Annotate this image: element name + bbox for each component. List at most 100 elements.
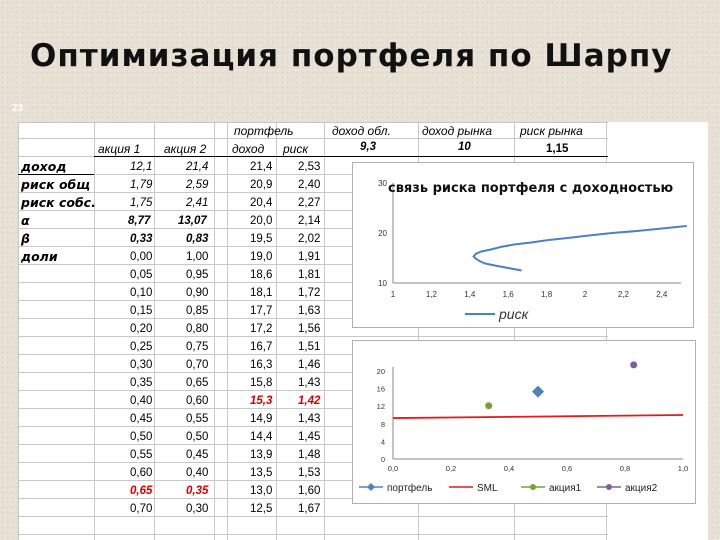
share-stock1: 0,05	[130, 269, 153, 281]
spreadsheet: портфель доход обл. доход рынка риск рын…	[18, 122, 708, 540]
portfolio-income: 12,5	[250, 503, 273, 515]
x-tick-label: 2,4	[656, 290, 668, 299]
stat-stock2-own-risk: 2,41	[186, 197, 209, 209]
x-tick-label: 1,6	[503, 290, 515, 299]
portfolio-risk: 1,72	[298, 287, 321, 299]
share-stock2: 0,70	[186, 359, 209, 371]
stat-stock2-alpha: 13,07	[178, 215, 207, 227]
portfolio-risk: 1,81	[298, 269, 321, 281]
header-stock1: акция 1	[98, 142, 141, 156]
label-shares: доли	[21, 249, 58, 264]
stat-stock1-income: 12,1	[130, 161, 153, 173]
x-tick-label: 0,4	[504, 464, 514, 473]
market-risk-value: 1,15	[546, 143, 569, 155]
portfolio-income: 13,0	[250, 485, 273, 497]
risk-return-chart-plot: 10 20 30 1 1,2 1,4 1,6 1,8 2 2,2 2,4 риск	[378, 179, 687, 322]
x-tick-label: 0,6	[562, 464, 572, 473]
portfolio-income: 16,7	[250, 341, 273, 353]
portfolio-risk: 1,46	[298, 359, 321, 371]
share-stock1: 0,35	[130, 377, 153, 389]
portfolio-risk: 1,45	[298, 431, 321, 443]
legend-stock1-marker	[530, 484, 536, 490]
x-tick-label: 0,8	[620, 464, 630, 473]
portfolio-income: 15,8	[250, 377, 273, 389]
portfolio-income: 21,4	[250, 161, 273, 173]
share-stock2: 0,40	[186, 467, 209, 479]
y-tick-label: 20	[378, 229, 387, 238]
portfolio-risk: 1,60	[298, 485, 321, 497]
portfolio-risk: 1,63	[298, 305, 321, 317]
header-bond-income: доход обл.	[332, 124, 391, 138]
stat-stock1-beta: 0,33	[130, 233, 153, 245]
share-stock1: 0,25	[130, 341, 153, 353]
stat-stock2-total-risk: 2,59	[186, 179, 209, 191]
label-own-risk: риск собс.	[21, 195, 96, 210]
share-stock2: 0,50	[186, 431, 209, 443]
portfolio-income: 20,9	[250, 179, 273, 191]
y-tick-label: 10	[378, 279, 387, 288]
portfolio-risk: 1,43	[298, 413, 321, 425]
share-stock2: 0,60	[186, 395, 209, 407]
stat-stock2-beta: 0,83	[186, 233, 209, 245]
portfolio-risk: 1,91	[298, 251, 321, 263]
header-risk: риск	[283, 142, 309, 156]
share-stock1: 0,65	[130, 485, 153, 497]
portfolio-point	[532, 385, 544, 398]
legend-risk-label: риск	[498, 306, 530, 322]
sml-chart: 0 4 8 12 16 20 0,0 0,2 0,4 0,6 0,8 1,0 портфель SML ак…	[352, 340, 696, 504]
portfolio-income: 14,9	[250, 413, 273, 425]
label-total-risk: риск общ	[21, 177, 91, 192]
share-stock2: 0,35	[186, 485, 209, 497]
x-tick-label: 1,0	[678, 464, 688, 473]
portfolio-income: 15,3	[250, 395, 273, 407]
risk-return-chart: связь риска портфеля с доходностью 10 20 3…	[352, 162, 694, 328]
portfolio-income: 13,5	[250, 467, 273, 479]
x-tick-label: 1,8	[541, 290, 553, 299]
header-portfolio: портфель	[234, 124, 294, 138]
share-stock2: 0,80	[186, 323, 209, 335]
share-stock2: 0,45	[186, 449, 209, 461]
y-tick-label: 20	[377, 367, 385, 376]
share-stock1: 0,70	[130, 503, 153, 515]
header-market-income: доход рынка	[422, 124, 492, 138]
portfolio-income: 18,1	[250, 287, 273, 299]
portfolio-risk: 2,40	[298, 179, 321, 191]
share-stock1: 0,15	[130, 305, 153, 317]
portfolio-risk: 1,43	[298, 377, 321, 389]
legend-sml-label: SML	[477, 483, 498, 494]
portfolio-income: 14,4	[250, 431, 273, 443]
share-stock1: 0,40	[130, 395, 153, 407]
share-stock1: 0,45	[130, 413, 153, 425]
sml-chart-plot: 0 4 8 12 16 20 0,0 0,2 0,4 0,6 0,8 1,0 портфель SML ак…	[359, 361, 688, 494]
portfolio-risk: 1,53	[298, 467, 321, 479]
stat-stock1-total-risk: 1,79	[130, 179, 153, 191]
y-tick-label: 0	[381, 455, 385, 464]
stat-stock1-own-risk: 1,75	[130, 197, 153, 209]
y-tick-label: 12	[377, 402, 385, 411]
label-income: доход	[21, 159, 67, 174]
header-stock2: акция 2	[164, 142, 207, 156]
header-income: доход	[232, 142, 265, 156]
share-stock1: 0,50	[130, 431, 153, 443]
portfolio-income: 13,9	[250, 449, 273, 461]
market-income-value: 10	[458, 141, 471, 153]
portfolio-income: 19,0	[250, 251, 273, 263]
portfolio-risk: 2,14	[298, 215, 321, 227]
share-stock2: 1,00	[186, 251, 209, 263]
portfolio-income: 20,4	[250, 197, 273, 209]
portfolio-risk: 1,48	[298, 449, 321, 461]
portfolio-income: 20,0	[250, 215, 273, 227]
x-tick-label: 2,2	[618, 290, 630, 299]
legend-stock2-marker	[606, 484, 612, 490]
share-stock2: 0,55	[186, 413, 209, 425]
label-alpha: α	[21, 213, 30, 228]
legend-stock2-label: акция2	[625, 483, 658, 494]
portfolio-risk: 1,51	[298, 341, 321, 353]
portfolio-risk: 1,42	[298, 395, 321, 407]
share-stock1: 0,00	[130, 251, 153, 263]
share-stock2: 0,95	[186, 269, 209, 281]
share-stock1: 0,20	[130, 323, 153, 335]
y-tick-label: 8	[381, 420, 385, 429]
stock1-point	[485, 402, 493, 410]
portfolio-risk: 2,02	[298, 233, 321, 245]
